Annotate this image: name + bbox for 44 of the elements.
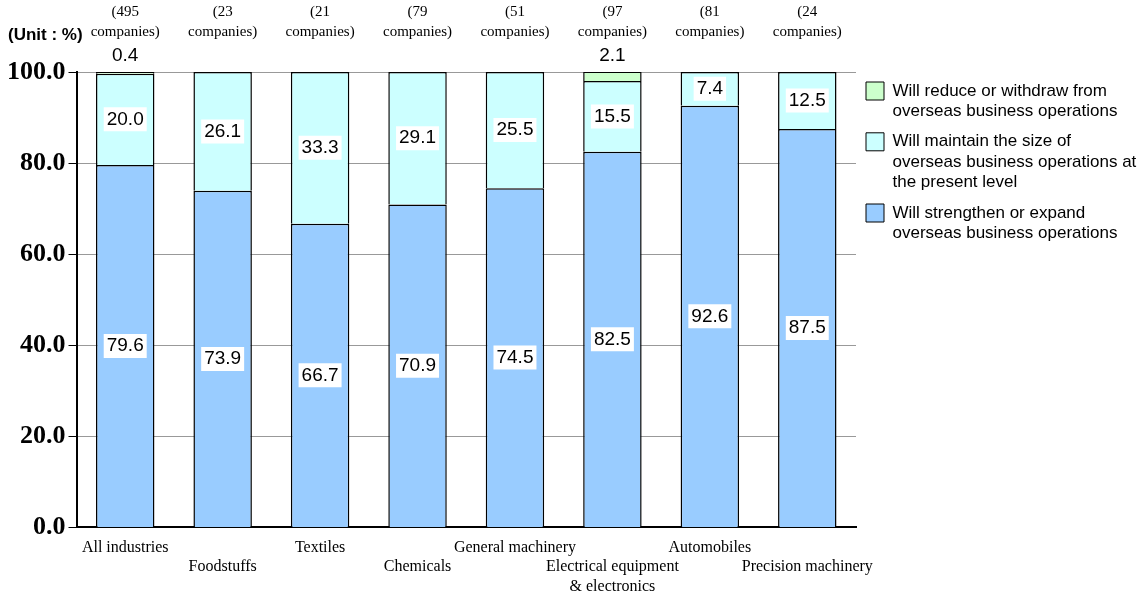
x-tick-label: Automobiles (668, 538, 752, 556)
text: (81 companies) (675, 3, 745, 40)
data-label: 33.3 (301, 136, 339, 158)
data-label: 26.1 (204, 119, 242, 141)
x-tick-label: All industries (81, 538, 169, 556)
y-axis-title: (Unit : %) (8, 25, 83, 44)
data-label: 15.5 (593, 104, 631, 126)
data-label: 66.7 (301, 363, 339, 385)
y-tick-label: 100.0 (7, 55, 66, 85)
x-tick-label: Chemicals (383, 557, 452, 575)
text: (79 companies) (382, 3, 453, 40)
text: (23 companies) (188, 3, 258, 40)
y-tick-label: 60.0 (20, 237, 66, 267)
data-label: 70.9 (399, 353, 437, 375)
data-label: 74.5 (496, 345, 534, 367)
data-label: 2.1 (599, 43, 626, 65)
data-label: 73.9 (204, 347, 242, 369)
x-tick-label: Precision machinery (741, 557, 873, 576)
data-label: 7.4 (696, 77, 724, 99)
data-label: 20.0 (106, 107, 144, 129)
data-label: 87.5 (788, 316, 826, 338)
legend-label: Will reduce or withdraw from overseas business operations (892, 80, 1118, 121)
x-tick-label: Foodstuffs (188, 557, 257, 575)
x-tick-label: Electrical equipment & electronics (545, 557, 680, 594)
data-label: 0.4 (112, 44, 139, 66)
x-tick-label: General machinery (453, 538, 577, 557)
y-tick-label: 80.0 (20, 146, 66, 176)
y-tick-label: 0.0 (33, 511, 66, 541)
text: (97 companies) (577, 3, 647, 40)
text: (24 companies) (772, 3, 842, 40)
data-label: 12.5 (788, 88, 826, 110)
data-label: 82.5 (593, 327, 631, 349)
text: (51 companies) (480, 3, 550, 40)
text: (495 companies) (90, 3, 160, 40)
text: (21 companies) (285, 3, 355, 40)
x-tick-label: Textiles (294, 538, 346, 556)
data-label: 79.6 (106, 334, 144, 356)
legend-label: Will strengthen or expand overseas business operations (892, 202, 1118, 243)
legend-label: Will maintain the size of overseas business operations at the present level (892, 131, 1137, 192)
data-label: 29.1 (399, 126, 437, 148)
y-tick-label: 40.0 (20, 328, 66, 358)
data-label: 92.6 (691, 304, 729, 326)
y-tick-label: 20.0 (20, 420, 66, 450)
data-label: 25.5 (496, 118, 534, 140)
